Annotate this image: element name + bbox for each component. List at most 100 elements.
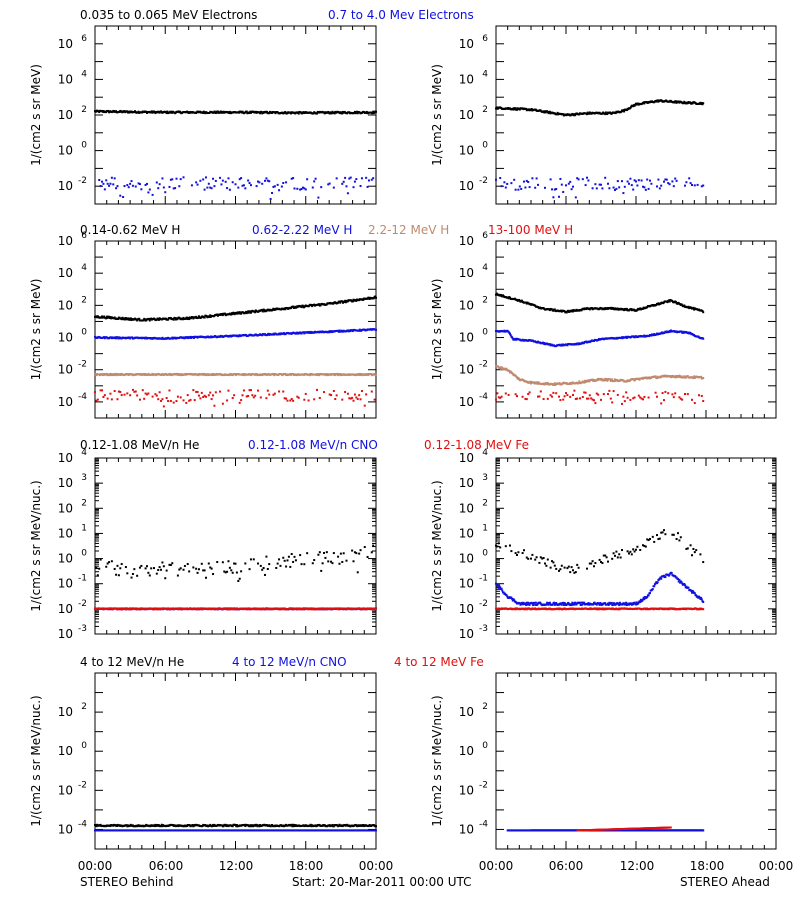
data-point — [536, 381, 539, 384]
data-point — [588, 112, 591, 115]
data-point — [98, 111, 101, 114]
data-point — [700, 375, 703, 378]
data-point — [313, 559, 316, 562]
data-point — [304, 188, 307, 191]
series-0-12-1-08-mev-fe — [94, 607, 377, 611]
data-point — [630, 308, 633, 311]
data-point — [629, 106, 632, 109]
data-point — [632, 188, 635, 191]
data-point — [96, 316, 99, 319]
data-point — [605, 378, 608, 381]
y-axis-label: 1/(cm2 s sr MeV) — [430, 64, 444, 166]
data-point — [622, 109, 625, 112]
data-point — [615, 550, 618, 553]
data-point — [499, 176, 502, 179]
data-point — [102, 110, 105, 113]
y-tick-label: 10 — [58, 451, 73, 465]
data-point — [168, 185, 171, 188]
data-point — [324, 556, 327, 559]
data-point — [318, 396, 321, 399]
data-point — [527, 393, 530, 396]
data-point — [517, 377, 520, 380]
data-point — [668, 183, 671, 186]
data-point — [521, 395, 524, 398]
data-point — [583, 379, 586, 382]
data-point — [556, 111, 559, 114]
data-point — [113, 316, 116, 319]
data-point — [541, 557, 544, 560]
data-point — [260, 111, 263, 114]
data-point — [665, 178, 668, 181]
data-point — [363, 404, 366, 407]
data-point — [145, 182, 148, 185]
data-point — [150, 317, 153, 320]
data-point — [143, 318, 146, 321]
data-point — [671, 180, 674, 183]
data-point — [249, 310, 252, 313]
data-point — [650, 334, 653, 337]
data-point — [249, 184, 252, 187]
data-point — [282, 332, 285, 335]
data-point — [311, 562, 314, 565]
data-point — [572, 569, 574, 572]
data-point — [216, 111, 219, 114]
data-point — [292, 560, 295, 563]
data-point — [197, 374, 200, 377]
data-point — [274, 112, 277, 115]
data-point — [562, 398, 565, 401]
data-point — [577, 566, 580, 569]
data-point — [184, 318, 187, 321]
data-point — [656, 99, 659, 102]
data-point — [155, 572, 158, 575]
data-point — [671, 393, 674, 396]
data-point — [138, 566, 141, 569]
data-point — [307, 399, 310, 402]
data-point — [164, 110, 167, 113]
data-point — [248, 568, 251, 571]
data-point — [341, 182, 344, 185]
data-point — [558, 395, 560, 398]
data-point — [145, 319, 148, 322]
data-point — [323, 551, 326, 554]
data-point — [181, 318, 184, 321]
data-point — [514, 374, 517, 377]
data-point — [271, 191, 274, 194]
data-point — [510, 182, 513, 185]
data-point — [363, 546, 366, 549]
data-point — [272, 185, 275, 188]
data-point — [145, 565, 148, 568]
data-point — [96, 398, 99, 401]
data-point — [256, 180, 259, 183]
data-point — [101, 180, 104, 183]
data-point — [632, 105, 635, 108]
data-point — [195, 390, 198, 393]
data-point — [161, 177, 164, 180]
data-point — [238, 577, 241, 580]
data-point — [702, 400, 705, 403]
data-point — [318, 551, 321, 554]
data-point — [161, 561, 164, 564]
data-point — [221, 179, 224, 182]
data-point — [166, 110, 169, 113]
data-point — [679, 397, 682, 400]
data-point — [637, 394, 640, 397]
plot-frame — [495, 240, 777, 419]
data-point — [300, 563, 303, 566]
data-point — [499, 546, 502, 549]
data-point — [256, 389, 259, 392]
data-point — [317, 373, 320, 376]
data-point — [632, 378, 635, 381]
data-point — [226, 187, 229, 190]
data-point — [113, 567, 116, 570]
data-point — [348, 397, 351, 400]
data-point — [611, 401, 614, 404]
data-point — [499, 366, 502, 369]
data-point — [687, 305, 690, 308]
data-point — [151, 372, 154, 375]
data-point — [656, 395, 658, 398]
data-point — [584, 391, 587, 394]
data-point — [242, 389, 245, 392]
data-point — [98, 567, 101, 570]
data-point — [696, 183, 699, 186]
y-tick-label: 10 — [58, 266, 73, 280]
